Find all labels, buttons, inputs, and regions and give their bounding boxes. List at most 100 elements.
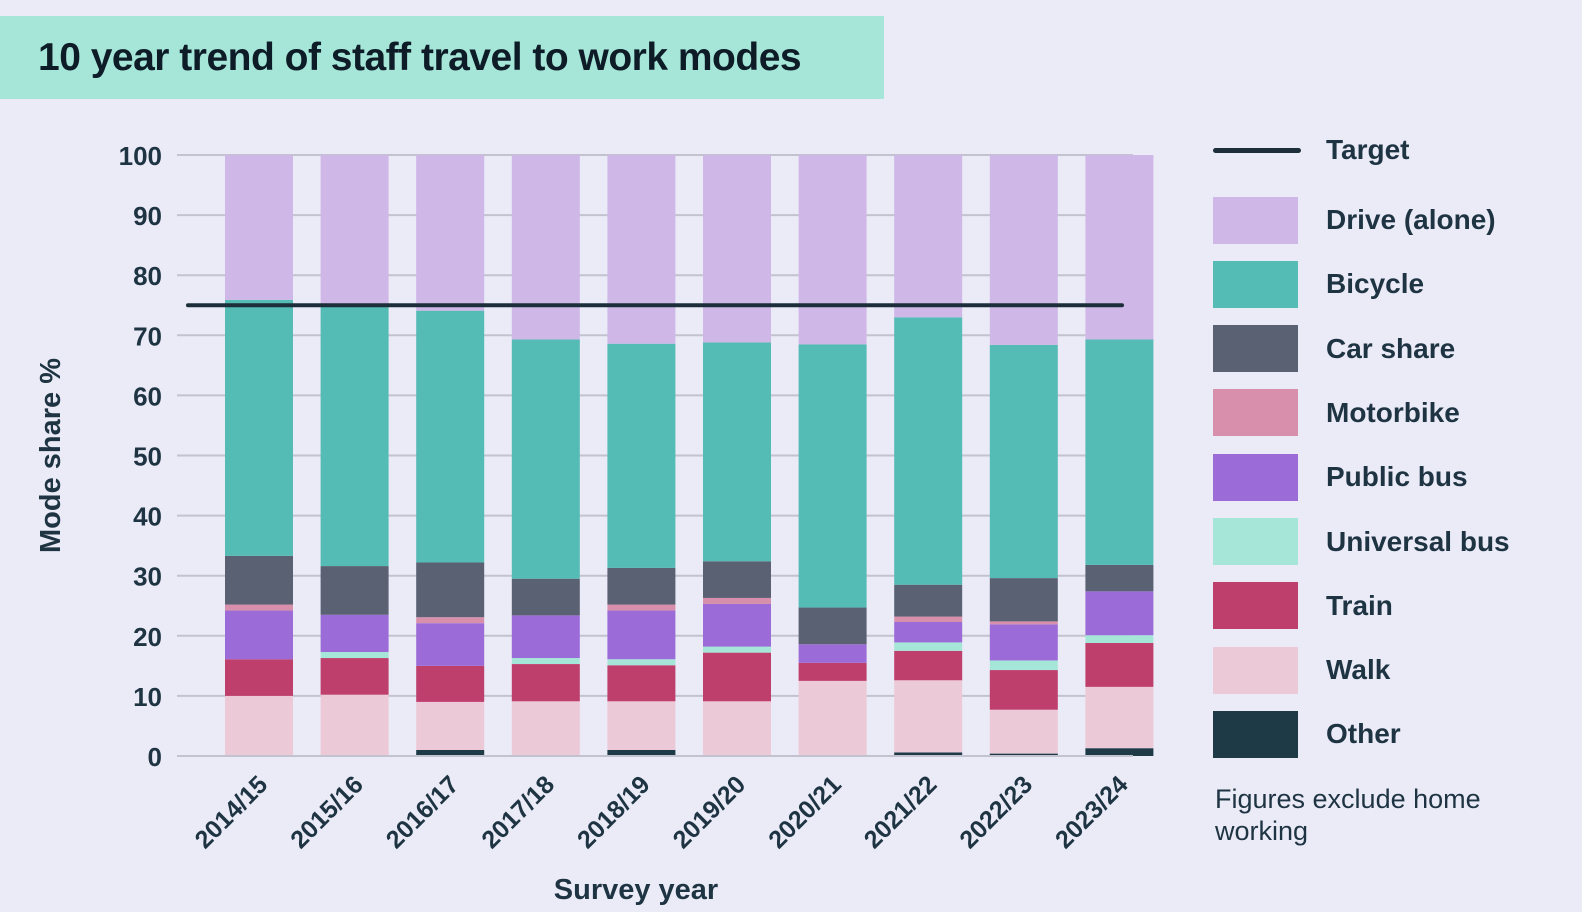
bar-segment-motorbike bbox=[225, 604, 293, 611]
y-tick-label: 70 bbox=[133, 321, 162, 351]
legend-item-train: Train bbox=[1213, 582, 1393, 630]
legend-line-target bbox=[1213, 147, 1301, 153]
bar-segment-other bbox=[989, 753, 1058, 756]
bar-segment-drive-alone bbox=[703, 155, 771, 343]
legend-swatch-universal-bus bbox=[1213, 518, 1298, 565]
legend-item-bicycle: Bicycle bbox=[1213, 260, 1424, 308]
bar-segment-other bbox=[416, 749, 485, 756]
bar-segment-public-bus bbox=[320, 614, 389, 653]
bar-segment-train bbox=[798, 662, 867, 681]
legend-swatch-motorbike bbox=[1213, 389, 1298, 437]
bar-segment-public-bus bbox=[607, 610, 676, 660]
y-tick-label: 100 bbox=[119, 141, 162, 171]
bar-segment-motorbike bbox=[989, 621, 1058, 625]
y-axis-title: Mode share % bbox=[35, 358, 67, 553]
bar-segment-bicycle bbox=[989, 344, 1058, 579]
bar-segment-car-share bbox=[703, 561, 771, 598]
bar-segment-universal-bus bbox=[1085, 635, 1154, 644]
bar-segment-bicycle bbox=[703, 342, 771, 562]
legend-label: Universal bus bbox=[1326, 525, 1510, 557]
bar-segment-train bbox=[894, 650, 963, 681]
bar-segment-universal-bus bbox=[607, 659, 676, 666]
bar-segment-bicycle bbox=[511, 339, 580, 579]
x-tick-label: 2018/19 bbox=[572, 770, 656, 854]
bar-segment-train bbox=[703, 652, 771, 702]
bar-segment-bicycle bbox=[1085, 339, 1154, 565]
bar-segment-train bbox=[320, 658, 389, 695]
bar-segment-drive-alone bbox=[989, 155, 1058, 345]
y-tick-label: 90 bbox=[133, 201, 162, 231]
bar-segment-drive-alone bbox=[225, 155, 293, 300]
legend-label: Bicycle bbox=[1326, 268, 1425, 300]
x-tick-label: 2019/20 bbox=[668, 770, 752, 854]
legend-item-drive-alone: Drive (alone) bbox=[1213, 196, 1496, 244]
legend-swatch-public-bus bbox=[1213, 453, 1298, 501]
bar-segment-universal-bus bbox=[989, 660, 1058, 671]
legend-swatch-walk bbox=[1213, 646, 1298, 694]
legend-label: Other bbox=[1326, 718, 1401, 750]
legend-item-walk: Walk bbox=[1213, 646, 1390, 694]
chart-title: 10 year trend of staff travel to work mo… bbox=[38, 35, 802, 79]
bar-segment-drive-alone bbox=[511, 155, 580, 340]
bar-segment-drive-alone bbox=[798, 155, 867, 345]
legend-label: Train bbox=[1326, 589, 1393, 621]
bar-segment-walk bbox=[416, 701, 485, 750]
bar-segment-motorbike bbox=[416, 617, 485, 624]
bar-segment-car-share bbox=[798, 607, 867, 645]
bar-segment-bicycle bbox=[798, 344, 867, 608]
bar-segment-drive-alone bbox=[416, 155, 485, 311]
bar-segment-public-bus bbox=[798, 644, 867, 663]
x-axis-title: Survey year bbox=[554, 874, 718, 906]
y-tick-label: 80 bbox=[133, 261, 162, 291]
bar-segment-other bbox=[894, 752, 963, 756]
legend-label: Walk bbox=[1326, 654, 1391, 686]
bar-segment-car-share bbox=[607, 567, 676, 605]
bar-segment-car-share bbox=[894, 584, 963, 617]
bar-segment-walk bbox=[1085, 686, 1154, 749]
y-tick-label: 30 bbox=[133, 562, 162, 592]
bar-segment-bicycle bbox=[416, 310, 485, 563]
bar-segment-drive-alone bbox=[1085, 155, 1154, 340]
legend-label: Public bus bbox=[1326, 461, 1468, 493]
legend-swatch-train bbox=[1213, 582, 1298, 630]
bar-segment-walk bbox=[703, 701, 771, 756]
y-tick-label: 40 bbox=[133, 502, 162, 532]
bar-segment-bicycle bbox=[607, 343, 676, 568]
y-tick-label: 10 bbox=[133, 682, 162, 712]
x-tick-label: 2023/24 bbox=[1050, 770, 1134, 854]
bar-segment-public-bus bbox=[989, 624, 1058, 661]
bar-segment-universal-bus bbox=[511, 658, 580, 665]
footnote: Figures exclude home working bbox=[1215, 784, 1481, 846]
bar-segment-bicycle bbox=[320, 305, 389, 567]
title-band: 10 year trend of staff travel to work mo… bbox=[0, 16, 884, 99]
bar-segment-universal-bus bbox=[320, 652, 389, 659]
bar-segment-motorbike bbox=[703, 597, 771, 604]
bar-segment-train bbox=[1085, 643, 1154, 687]
bar-segment-public-bus bbox=[416, 623, 485, 666]
legend-swatch-other bbox=[1213, 710, 1298, 758]
bar-segment-walk bbox=[320, 694, 389, 756]
bar-segment-universal-bus bbox=[703, 646, 771, 653]
bar-segment-walk bbox=[225, 695, 293, 756]
bar-segment-public-bus bbox=[703, 603, 771, 647]
bar-segment-walk bbox=[511, 701, 580, 756]
bar-segment-car-share bbox=[320, 566, 389, 615]
bar-segment-public-bus bbox=[225, 610, 293, 660]
legend-item-public-bus: Public bus bbox=[1213, 453, 1468, 501]
legend-swatch-car-share bbox=[1213, 325, 1298, 373]
legend-swatch-drive-alone bbox=[1213, 196, 1298, 244]
legend-item-car-share: Car share bbox=[1213, 325, 1455, 373]
legend-swatch-bicycle bbox=[1213, 260, 1298, 308]
bar-segment-train bbox=[607, 665, 676, 702]
bar-segment-motorbike bbox=[607, 604, 676, 611]
bar-segment-universal-bus bbox=[894, 642, 963, 651]
bar-segment-car-share bbox=[989, 578, 1058, 622]
legend-label: Target bbox=[1326, 134, 1410, 165]
bar-segment-other bbox=[607, 749, 676, 756]
bar-segment-walk bbox=[607, 701, 676, 750]
x-tick-label: 2017/18 bbox=[476, 770, 560, 854]
bar-segment-drive-alone bbox=[894, 155, 963, 318]
x-tick-label: 2022/23 bbox=[954, 770, 1038, 854]
bar-segment-car-share bbox=[1085, 564, 1154, 592]
legend-item-motorbike: Motorbike bbox=[1213, 389, 1460, 437]
